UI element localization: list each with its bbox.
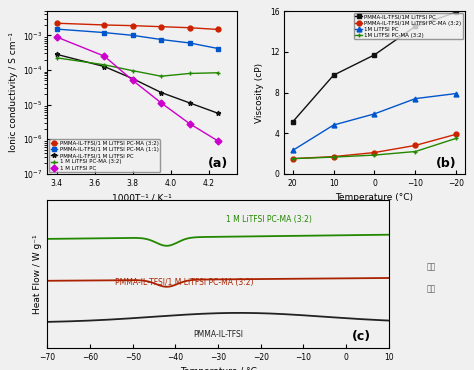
X-axis label: Temperature (°C): Temperature (°C) [336,193,413,202]
1M LiTFSI PC-MA (3:2) [372,153,377,157]
PMMA-IL-TFSI/1 M LiTFSI PC [158,90,164,95]
1M LiTFSI PC-MA (3:2) [454,136,459,141]
1M LiTFSI PC [454,91,459,96]
Text: (b): (b) [436,157,457,171]
Legend: PMMA-IL-TFSI/1M LiTFSI PC, PMMA-IL-TFSI/1M LiTFSI PC-MA (3:2), 1M LiTFSI PC, 1M : PMMA-IL-TFSI/1M LiTFSI PC, PMMA-IL-TFSI/… [354,13,463,40]
Legend: PMMA-IL-TFSI/1 M LiTFSI PC-MA (3:2), PMMA-IL-TFSI/1 M LiTFSI PC-MA (1:1), PMMA-I: PMMA-IL-TFSI/1 M LiTFSI PC-MA (3:2), PMM… [49,139,160,172]
1M LiTFSI PC [372,112,377,116]
Line: 1M LiTFSI PC-MA (3:2): 1M LiTFSI PC-MA (3:2) [290,136,459,161]
PMMA-IL-TFSI/1M LiTFSI PC [290,120,295,124]
PMMA-IL-TFSI/1 M LiTFSI PC-MA (1:1) [158,37,164,42]
1 M LiTFSI PC-MA (3:2) [158,74,164,78]
PMMA-IL-TFSI/1 M LiTFSI PC [130,77,136,81]
Line: 1 M LiTFSI PC: 1 M LiTFSI PC [55,35,220,144]
PMMA-IL-TFSI/1 M LiTFSI PC-MA (1:1) [130,33,136,38]
1 M LiTFSI PC [215,139,221,143]
1 M LiTFSI PC-MA (3:2) [54,56,60,60]
PMMA-IL-TFSI/1 M LiTFSI PC-MA (3:2) [54,21,60,26]
PMMA-IL-TFSI/1M LiTFSI PC-MA (3:2) [331,154,337,159]
PMMA-IL-TFSI/1 M LiTFSI PC [101,64,107,69]
Text: (c): (c) [352,330,371,343]
PMMA-IL-TFSI/1M LiTFSI PC-MA (3:2) [454,132,459,137]
Y-axis label: Heat Flow / W g⁻¹: Heat Flow / W g⁻¹ [33,234,42,314]
PMMA-IL-TFSI/1M LiTFSI PC-MA (3:2) [290,157,295,161]
PMMA-IL-TFSI/1 M LiTFSI PC-MA (3:2) [130,23,136,28]
1 M LiTFSI PC [130,78,136,83]
PMMA-IL-TFSI/1 M LiTFSI PC-MA (3:2) [158,24,164,29]
Text: 1 M LiTFSI PC-MA (3:2): 1 M LiTFSI PC-MA (3:2) [226,215,312,224]
1 M LiTFSI PC-MA (3:2) [215,71,221,75]
Text: 能源: 能源 [427,262,436,271]
Text: PMMA-IL-TFSI: PMMA-IL-TFSI [193,330,243,339]
1M LiTFSI PC-MA (3:2) [331,155,337,159]
PMMA-IL-TFSI/1M LiTFSI PC [372,53,377,57]
Line: PMMA-IL-TFSI/1M LiTFSI PC-MA (3:2): PMMA-IL-TFSI/1M LiTFSI PC-MA (3:2) [290,132,459,161]
Line: PMMA-IL-TFSI/1 M LiTFSI PC-MA (3:2): PMMA-IL-TFSI/1 M LiTFSI PC-MA (3:2) [55,21,220,32]
X-axis label: 1000T⁻¹ / K⁻¹: 1000T⁻¹ / K⁻¹ [112,193,172,202]
PMMA-IL-TFSI/1 M LiTFSI PC [187,101,192,105]
Line: 1M LiTFSI PC: 1M LiTFSI PC [290,91,459,153]
1 M LiTFSI PC [101,54,107,58]
1 M LiTFSI PC-MA (3:2) [130,68,136,73]
1 M LiTFSI PC [54,35,60,39]
Y-axis label: Viscosity (cP): Viscosity (cP) [255,63,264,122]
1M LiTFSI PC [331,123,337,127]
PMMA-IL-TFSI/1M LiTFSI PC [331,73,337,77]
PMMA-IL-TFSI/1 M LiTFSI PC-MA (1:1) [187,41,192,45]
Text: 学人: 学人 [427,284,436,293]
X-axis label: Temperature / °C: Temperature / °C [180,367,256,370]
Text: PMMA-IL-TFSI/1 M LiTFSI PC-MA (3:2): PMMA-IL-TFSI/1 M LiTFSI PC-MA (3:2) [115,278,253,287]
1 M LiTFSI PC [187,121,192,126]
Y-axis label: Ionic conductivity / S cm⁻¹: Ionic conductivity / S cm⁻¹ [9,33,18,152]
PMMA-IL-TFSI/1 M LiTFSI PC [215,111,221,115]
PMMA-IL-TFSI/1 M LiTFSI PC-MA (3:2) [187,26,192,30]
PMMA-IL-TFSI/1M LiTFSI PC-MA (3:2) [412,143,418,148]
Line: PMMA-IL-TFSI/1M LiTFSI PC: PMMA-IL-TFSI/1M LiTFSI PC [290,10,459,124]
Line: 1 M LiTFSI PC-MA (3:2): 1 M LiTFSI PC-MA (3:2) [55,56,220,79]
PMMA-IL-TFSI/1M LiTFSI PC [412,24,418,28]
PMMA-IL-TFSI/1 M LiTFSI PC-MA (1:1) [101,30,107,35]
1M LiTFSI PC [290,148,295,153]
PMMA-IL-TFSI/1 M LiTFSI PC [54,52,60,57]
PMMA-IL-TFSI/1 M LiTFSI PC-MA (3:2) [215,27,221,32]
1 M LiTFSI PC [158,101,164,105]
Text: (a): (a) [208,157,228,171]
PMMA-IL-TFSI/1 M LiTFSI PC-MA (3:2) [101,23,107,27]
PMMA-IL-TFSI/1M LiTFSI PC [454,10,459,14]
1 M LiTFSI PC-MA (3:2) [187,71,192,76]
1 M LiTFSI PC-MA (3:2) [101,63,107,67]
1M LiTFSI PC-MA (3:2) [412,149,418,154]
PMMA-IL-TFSI/1M LiTFSI PC-MA (3:2) [372,150,377,155]
1M LiTFSI PC [412,96,418,101]
1M LiTFSI PC-MA (3:2) [290,157,295,161]
PMMA-IL-TFSI/1 M LiTFSI PC-MA (1:1) [54,27,60,31]
PMMA-IL-TFSI/1 M LiTFSI PC-MA (1:1) [215,46,221,51]
Line: PMMA-IL-TFSI/1 M LiTFSI PC: PMMA-IL-TFSI/1 M LiTFSI PC [55,52,220,116]
Line: PMMA-IL-TFSI/1 M LiTFSI PC-MA (1:1): PMMA-IL-TFSI/1 M LiTFSI PC-MA (1:1) [55,27,220,51]
